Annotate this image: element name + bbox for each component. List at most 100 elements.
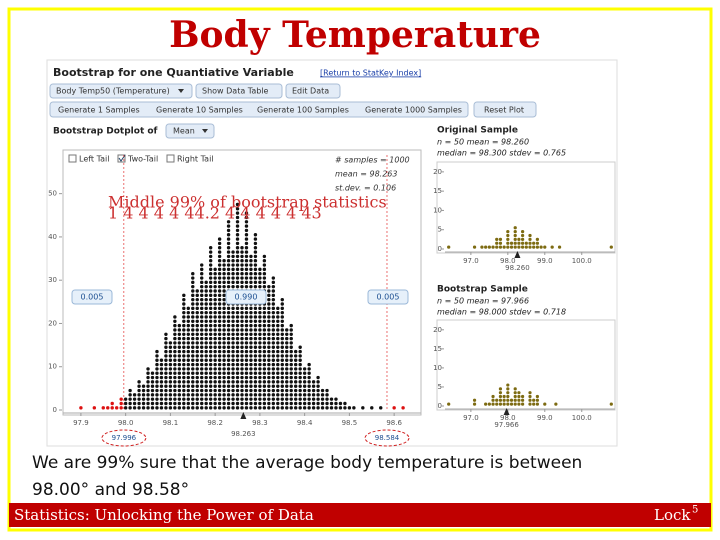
tail-option: Two-Tail: [127, 155, 158, 164]
dot-stack: [447, 402, 451, 406]
dot: [311, 388, 316, 393]
dot: [137, 384, 141, 388]
dot: [182, 362, 186, 367]
panel-stats: n = 50 mean = 98.260: [437, 138, 529, 147]
dot: [217, 371, 222, 375]
dot-stack: [329, 397, 334, 410]
dot: [528, 391, 532, 395]
dot: [316, 406, 320, 410]
dot: [235, 354, 240, 358]
dot: [361, 406, 365, 410]
dot: [186, 328, 190, 332]
dot: [338, 406, 343, 410]
checkbox[interactable]: [117, 154, 126, 163]
dot: [289, 341, 293, 345]
dot: [110, 401, 114, 406]
dot: [258, 384, 262, 388]
generate-button[interactable]: Generate 100 Samples: [257, 106, 349, 115]
dot: [235, 259, 240, 263]
dot: [244, 306, 249, 311]
dot: [182, 380, 186, 384]
dot: [271, 349, 276, 354]
dot: [164, 401, 168, 406]
dot: [502, 402, 506, 406]
tail-proportion-box[interactable]: [71, 289, 113, 305]
dot: [244, 375, 249, 380]
generate-button[interactable]: Generate 10 Samples: [156, 106, 243, 115]
dot: [186, 336, 190, 341]
dot: [182, 384, 186, 388]
dot: [164, 393, 168, 397]
dot: [146, 371, 150, 375]
dot: [191, 362, 195, 367]
show-data-button[interactable]: [195, 83, 283, 99]
dot: [271, 319, 276, 323]
dot: [173, 345, 177, 349]
dot: [267, 367, 271, 371]
generate-button[interactable]: Generate 1000 Samples: [365, 106, 462, 115]
dot-stack: [200, 263, 204, 410]
dot: [204, 315, 208, 319]
dot: [235, 388, 240, 393]
dot: [253, 371, 258, 375]
dot: [191, 358, 195, 362]
dot: [320, 401, 325, 406]
statistic-menu[interactable]: [165, 123, 215, 139]
slide-border: [7, 7, 713, 532]
dot: [262, 272, 267, 276]
dot: [208, 267, 213, 272]
dot: [231, 388, 235, 393]
dot: [302, 367, 307, 371]
edit-data-button[interactable]: [285, 83, 341, 99]
dot: [208, 345, 213, 349]
dot: [208, 375, 213, 380]
dot: [182, 406, 186, 410]
dot: [276, 406, 280, 410]
x-tick-label: 98.0: [500, 257, 516, 265]
dot: [253, 284, 258, 289]
dot: [226, 259, 231, 263]
dot: [244, 349, 249, 354]
dot: [150, 393, 155, 397]
dataset-menu[interactable]: [49, 83, 193, 99]
dot: [155, 397, 159, 401]
dot: [240, 375, 244, 380]
dot: [240, 401, 244, 406]
dot: [267, 306, 271, 311]
dot: [195, 358, 199, 362]
generate-button[interactable]: Generate 1 Samples: [58, 106, 140, 115]
dot: [222, 306, 226, 311]
dot: [217, 280, 222, 285]
dot: [298, 393, 302, 397]
dot-stack: [498, 237, 503, 249]
tail-proportion-box[interactable]: [225, 289, 267, 305]
dot: [213, 272, 217, 276]
dot: [222, 362, 226, 367]
checkbox[interactable]: [68, 154, 77, 163]
dot: [307, 367, 311, 371]
dot: [217, 241, 222, 246]
dot: [294, 358, 298, 362]
dot: [285, 332, 289, 336]
dot: [271, 332, 276, 336]
tail-proportion-box[interactable]: [367, 289, 409, 305]
dot: [226, 332, 231, 336]
dot: [298, 406, 302, 410]
dot: [240, 358, 244, 362]
dot: [217, 237, 222, 241]
checkbox[interactable]: [166, 154, 175, 163]
footer-text: Statistics: Unlocking the Power of Data: [14, 506, 314, 524]
reset-button[interactable]: [473, 101, 537, 118]
dot: [164, 341, 168, 345]
dot: [213, 336, 217, 341]
dot: [280, 384, 284, 388]
dot-stack: [213, 267, 217, 410]
dot: [262, 263, 267, 267]
index-link[interactable]: [Return to StatKey Index]: [320, 69, 421, 78]
dot: [513, 398, 517, 402]
dot: [182, 293, 186, 298]
dot: [173, 406, 177, 410]
dot: [285, 367, 289, 371]
dot: [289, 323, 293, 328]
dot: [280, 397, 284, 401]
